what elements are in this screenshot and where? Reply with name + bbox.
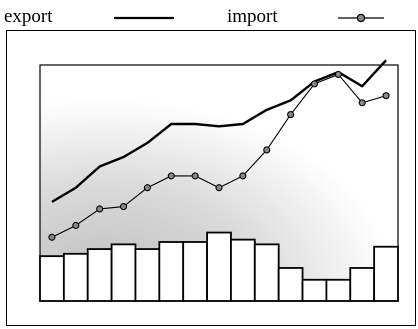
point-import-8 (215, 184, 223, 192)
legend-label-export: export (4, 6, 53, 27)
point-import-5 (143, 184, 151, 192)
point-import-6 (167, 172, 175, 180)
bar-6 (158, 241, 185, 302)
chart-frame (6, 30, 416, 326)
point-import-9 (239, 172, 247, 180)
bar-4 (110, 243, 137, 302)
point-import-15 (382, 92, 390, 100)
bar-13 (325, 278, 352, 302)
legend-swatch-import (338, 13, 384, 23)
bar-series (39, 231, 399, 302)
point-import-7 (191, 172, 199, 180)
point-import-4 (119, 203, 128, 211)
legend-label-import: import (227, 6, 278, 27)
point-import-3 (96, 205, 104, 213)
bar-12 (301, 278, 328, 302)
point-import-1 (48, 233, 56, 241)
point-import-12 (310, 80, 319, 88)
bar-11 (277, 267, 304, 302)
bar-1 (39, 255, 65, 302)
point-import-10 (263, 146, 271, 154)
series-line-export (51, 59, 387, 203)
line-series (48, 59, 390, 241)
point-import-11 (287, 111, 295, 119)
chart-legend: export import (0, 0, 418, 30)
point-import-2 (72, 221, 80, 230)
bar-5 (134, 248, 161, 302)
bar-10 (253, 243, 280, 302)
bar-7 (182, 241, 208, 302)
bar-8 (206, 231, 232, 302)
chart-svg (39, 59, 399, 302)
bar-9 (230, 238, 256, 302)
point-import-14 (358, 99, 366, 107)
bar-15 (373, 245, 399, 302)
legend-swatch-export (114, 16, 174, 20)
bar-14 (349, 267, 376, 302)
point-import-13 (334, 70, 342, 78)
bar-2 (62, 252, 89, 302)
bar-3 (86, 248, 113, 302)
